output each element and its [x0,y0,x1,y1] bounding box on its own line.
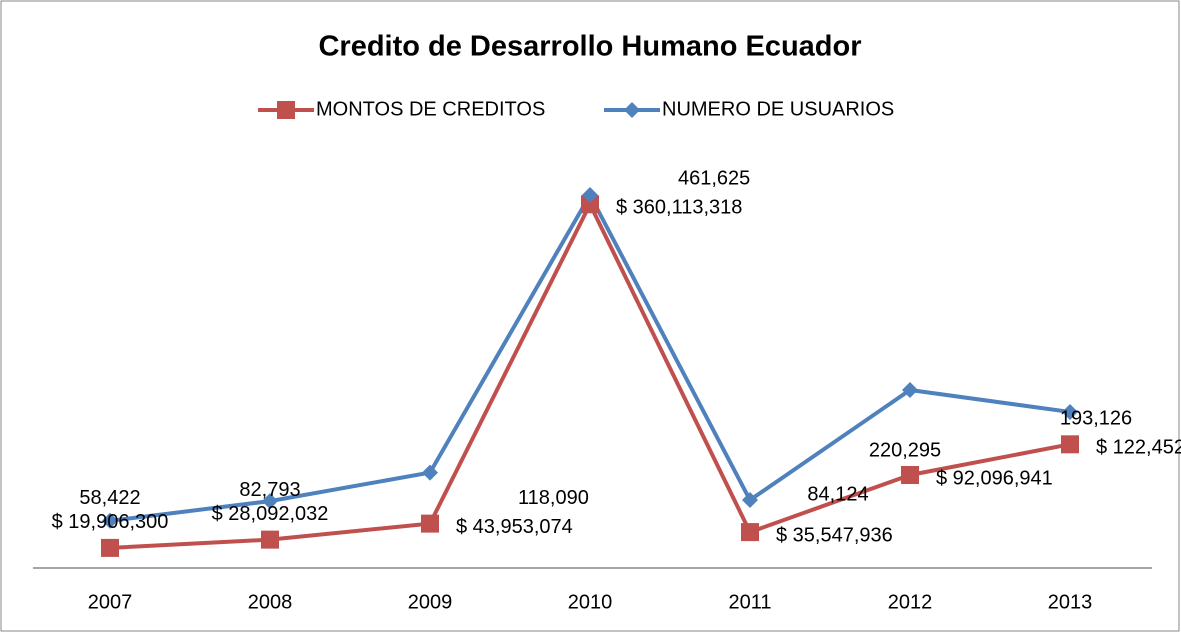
data-label: 82,793 [239,479,300,501]
data-label: 461,625 [678,168,750,190]
x-tick-label: 2008 [248,591,293,613]
data-label: 220,295 [869,439,941,461]
legend-marker [624,102,640,118]
point-marker [261,530,279,549]
data-label: $ 122,452,160 [1096,437,1181,459]
data-label: $ 43,953,074 [456,516,573,538]
data-label: 84,124 [807,483,868,505]
point-marker [421,514,439,533]
data-label: $ 35,547,936 [776,524,893,546]
point-marker [1062,403,1078,420]
point-marker [901,465,919,484]
point-marker [741,523,759,542]
x-tick-label: 2010 [568,591,613,613]
data-label: $ 92,096,941 [936,467,1053,489]
point-marker [581,195,599,214]
chart-title: Credito de Desarrollo Humano Ecuador [318,31,861,63]
x-tick-label: 2011 [728,591,771,613]
x-tick-label: 2013 [1048,591,1093,613]
legend-marker [277,101,295,119]
data-label: 58,422 [79,487,140,509]
x-tick-label: 2009 [408,591,453,613]
data-label: 118,090 [518,487,589,509]
x-tick-label: 2012 [888,591,933,613]
legend-label: NUMERO DE USUARIOS [662,98,894,120]
point-marker [101,538,119,557]
point-marker [902,382,918,399]
data-label: 193,126 [1060,408,1132,430]
point-marker [102,512,118,529]
point-marker [262,493,278,510]
legend-label: MONTOS DE CREDITOS [316,98,545,120]
data-label: $ 28,092,032 [212,503,329,525]
point-marker [582,187,598,204]
point-marker [422,464,438,481]
point-marker [742,492,758,509]
point-marker [1061,435,1079,454]
x-tick-label: 2007 [88,591,133,613]
data-label: $ 19,906,300 [52,511,169,533]
data-label: $ 360,113,318 [616,197,742,219]
